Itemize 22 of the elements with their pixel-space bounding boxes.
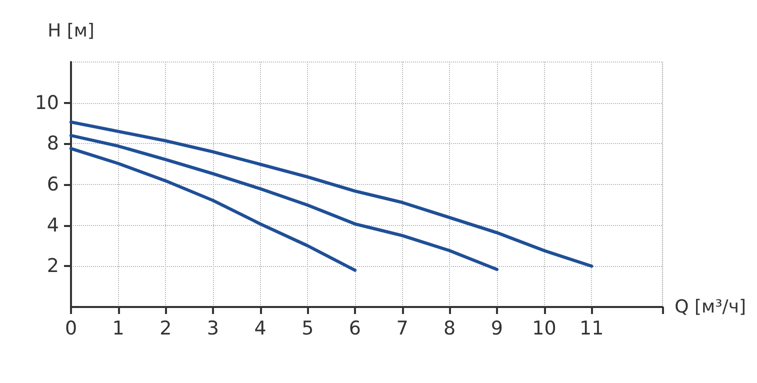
y-tick-label: 2 <box>46 255 59 278</box>
y-tick-label: 10 <box>34 92 59 114</box>
x-tick-label: 8 <box>444 318 456 340</box>
x-tick-label: 2 <box>160 318 172 340</box>
x-tick-label: 3 <box>206 318 220 340</box>
y-tick-label: 4 <box>46 214 59 236</box>
x-tick-label: 5 <box>302 318 314 340</box>
x-tick-label: 11 <box>579 318 604 340</box>
x-axis-title: Q [м³/ч] <box>674 296 746 318</box>
y-tick-label: 8 <box>46 132 59 155</box>
line-series <box>69 134 499 272</box>
y-tick-label: 6 <box>46 174 59 196</box>
x-tick-label: 4 <box>254 318 266 340</box>
line-series <box>69 146 357 272</box>
x-tick-label: 0 <box>64 318 78 340</box>
x-tick-label: 6 <box>348 318 361 340</box>
x-tick-label: 10 <box>532 318 556 340</box>
y-axis-title: H [м] <box>48 20 94 42</box>
x-tick-label: 1 <box>112 318 124 340</box>
line-series <box>69 120 594 268</box>
x-tick-label: 7 <box>396 318 408 340</box>
x-tick-label: 9 <box>490 318 503 340</box>
